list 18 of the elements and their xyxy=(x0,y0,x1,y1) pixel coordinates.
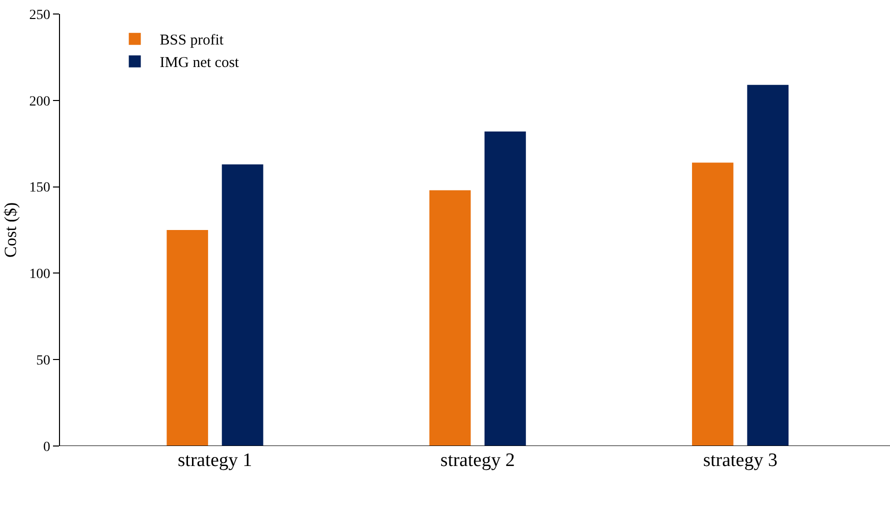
y-tick-label: 150 xyxy=(29,180,50,196)
bar xyxy=(692,162,734,446)
bar xyxy=(429,190,471,446)
y-tick-label: 100 xyxy=(29,267,50,282)
x-tick-label: strategy 2 xyxy=(440,450,515,471)
y-tick-label: 50 xyxy=(36,354,50,368)
bar xyxy=(166,230,208,446)
y-tick-label: 250 xyxy=(29,8,50,23)
x-tick-label: strategy 1 xyxy=(178,450,252,471)
legend-label: BSS profit xyxy=(160,32,224,49)
bar xyxy=(747,84,789,446)
y-tick-label: 200 xyxy=(29,94,50,110)
bar xyxy=(222,164,264,446)
legend-label: IMG net cost xyxy=(160,55,240,72)
y-tick-label: 0 xyxy=(43,440,50,455)
x-tick-label: strategy 3 xyxy=(703,450,778,471)
y-axis-title: Cost ($) xyxy=(1,202,20,258)
bar xyxy=(484,132,526,446)
